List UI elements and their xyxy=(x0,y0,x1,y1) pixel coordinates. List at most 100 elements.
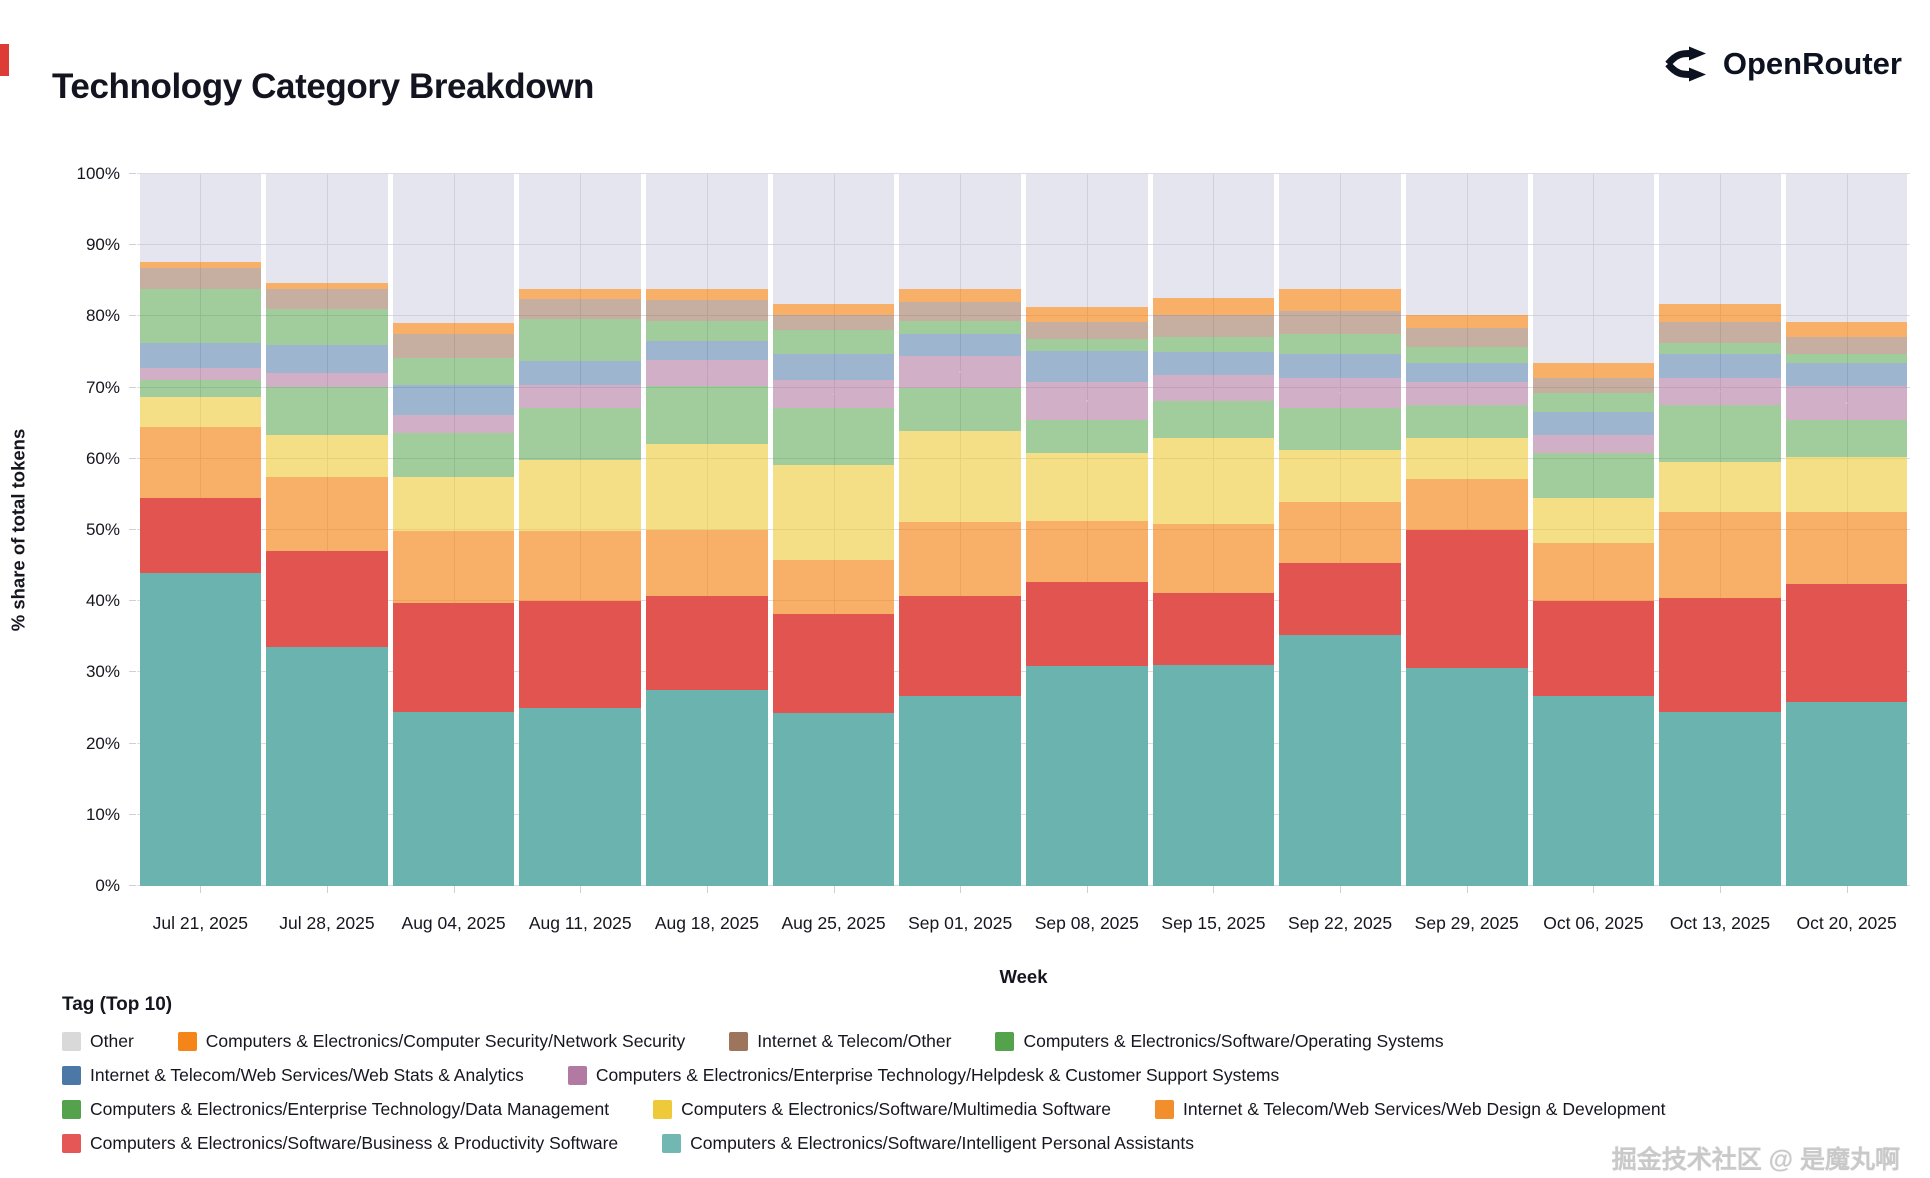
bar-segment[interactable] xyxy=(772,380,895,409)
bar-segment[interactable] xyxy=(1659,512,1781,598)
bar-segment[interactable] xyxy=(1405,327,1528,348)
bar-segment[interactable] xyxy=(1405,381,1528,405)
bar-segment[interactable] xyxy=(392,433,515,477)
bar-segment[interactable] xyxy=(392,334,515,359)
bar-segment[interactable] xyxy=(1405,174,1528,315)
bar-segment[interactable] xyxy=(646,288,768,301)
bar-segment[interactable] xyxy=(772,315,895,330)
bar-segment[interactable] xyxy=(1532,542,1655,601)
bar-segment[interactable] xyxy=(266,647,388,886)
bar-segment[interactable] xyxy=(392,414,515,434)
bar-segment[interactable] xyxy=(772,559,895,615)
bar-segment[interactable] xyxy=(1659,711,1781,886)
bar-segment[interactable] xyxy=(1279,311,1401,334)
bar-segment[interactable] xyxy=(899,333,1021,357)
bar-segment[interactable] xyxy=(1026,322,1148,340)
bar-segment[interactable] xyxy=(1026,419,1148,454)
bar-segment[interactable] xyxy=(1532,174,1655,364)
bar-segment[interactable] xyxy=(1659,342,1781,355)
bar-segment[interactable] xyxy=(392,476,515,531)
bar-segment[interactable] xyxy=(139,396,262,427)
bar-segment[interactable] xyxy=(646,386,768,444)
bar-segment[interactable] xyxy=(392,530,515,604)
bar-segment[interactable] xyxy=(1026,666,1148,886)
bar-segment[interactable] xyxy=(519,459,642,531)
bar-segment[interactable] xyxy=(1279,449,1401,502)
bar-segment[interactable] xyxy=(392,603,515,712)
bar-segment[interactable] xyxy=(772,303,895,315)
bar-segment[interactable] xyxy=(1026,350,1148,382)
bar-segment[interactable] xyxy=(772,464,895,560)
bar-segment[interactable] xyxy=(646,341,768,360)
bar-segment[interactable] xyxy=(1026,520,1148,582)
bar-segment[interactable] xyxy=(1785,337,1908,355)
bar-segment[interactable] xyxy=(266,386,388,435)
bar-segment[interactable] xyxy=(646,300,768,321)
bar-segment[interactable] xyxy=(772,712,895,886)
bar-segment[interactable] xyxy=(1532,411,1655,435)
bar-segment[interactable] xyxy=(1659,303,1781,323)
bar-segment[interactable] xyxy=(1279,333,1401,355)
bar-segment[interactable] xyxy=(1785,702,1908,886)
bar-segment[interactable] xyxy=(1785,419,1908,458)
bar-segment[interactable] xyxy=(519,319,642,361)
bar-segment[interactable] xyxy=(899,522,1021,596)
bar-segment[interactable] xyxy=(139,380,262,397)
bar-segment[interactable] xyxy=(1659,378,1781,406)
bar-segment[interactable] xyxy=(519,360,642,385)
bar-segment[interactable] xyxy=(1152,174,1275,298)
bar-segment[interactable] xyxy=(266,372,388,387)
bar-segment[interactable] xyxy=(772,614,895,713)
bar-segment[interactable] xyxy=(899,431,1021,523)
bar-segment[interactable] xyxy=(899,288,1021,303)
bar-segment[interactable] xyxy=(1785,386,1908,420)
bar-segment[interactable] xyxy=(1279,288,1401,312)
bar-segment[interactable] xyxy=(646,443,768,530)
bar-segment[interactable] xyxy=(392,384,515,415)
bar-segment[interactable] xyxy=(1659,405,1781,463)
bar-segment[interactable] xyxy=(266,434,388,478)
bar-segment[interactable] xyxy=(1279,408,1401,450)
bar-segment[interactable] xyxy=(139,342,262,368)
bar-segment[interactable] xyxy=(266,344,388,373)
bar-segment[interactable] xyxy=(646,530,768,596)
bar-segment[interactable] xyxy=(266,174,388,283)
bar-segment[interactable] xyxy=(1785,511,1908,585)
bar-segment[interactable] xyxy=(1279,174,1401,289)
bar-segment[interactable] xyxy=(899,695,1021,886)
bar-segment[interactable] xyxy=(1785,354,1908,364)
bar-segment[interactable] xyxy=(1152,337,1275,352)
bar-segment[interactable] xyxy=(519,174,642,290)
bar-segment[interactable] xyxy=(139,262,262,268)
bar-segment[interactable] xyxy=(392,711,515,886)
bar-segment[interactable] xyxy=(899,356,1021,388)
bar-segment[interactable] xyxy=(519,708,642,886)
bar-segment[interactable] xyxy=(899,302,1021,321)
bar-segment[interactable] xyxy=(392,358,515,385)
bar-segment[interactable] xyxy=(646,359,768,387)
bar-segment[interactable] xyxy=(266,282,388,289)
bar-segment[interactable] xyxy=(392,174,515,323)
bar-segment[interactable] xyxy=(1785,457,1908,512)
bar-segment[interactable] xyxy=(1152,438,1275,525)
bar-segment[interactable] xyxy=(139,367,262,381)
openrouter-logo[interactable]: OpenRouter xyxy=(1664,44,1902,84)
bar-segment[interactable] xyxy=(1405,347,1528,364)
bar-segment[interactable] xyxy=(1659,174,1781,304)
bar-segment[interactable] xyxy=(266,288,388,310)
bar-segment[interactable] xyxy=(1659,322,1781,343)
bar-segment[interactable] xyxy=(1405,363,1528,382)
bar-segment[interactable] xyxy=(1532,497,1655,543)
bar-segment[interactable] xyxy=(139,174,262,263)
bar-segment[interactable] xyxy=(1659,462,1781,513)
bar-segment[interactable] xyxy=(1152,524,1275,594)
bar-segment[interactable] xyxy=(1026,307,1148,323)
bar-segment[interactable] xyxy=(139,572,262,886)
bar-segment[interactable] xyxy=(1532,393,1655,412)
bar-segment[interactable] xyxy=(1152,297,1275,315)
bar-segment[interactable] xyxy=(519,298,642,320)
bar-segment[interactable] xyxy=(646,320,768,342)
bar-segment[interactable] xyxy=(519,384,642,408)
bar-segment[interactable] xyxy=(1279,634,1401,886)
bar-segment[interactable] xyxy=(1026,174,1148,308)
